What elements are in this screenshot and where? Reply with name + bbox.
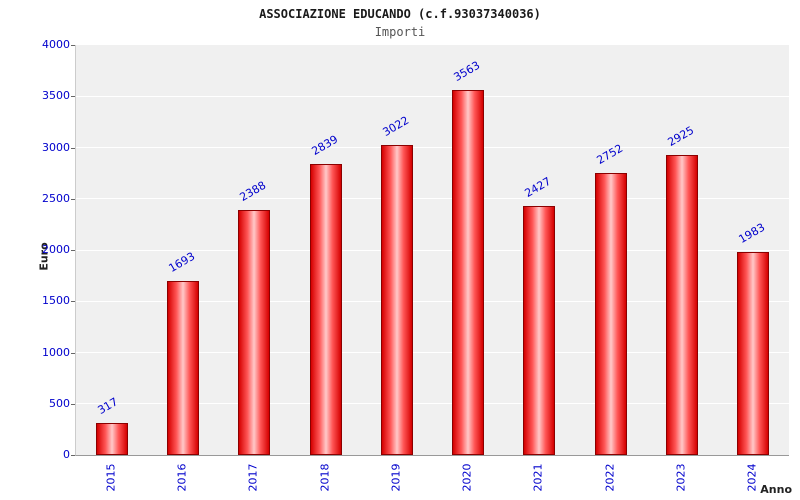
y-tick-mark	[71, 352, 75, 354]
y-tick-mark	[71, 198, 75, 200]
x-tick-label: 2022	[603, 463, 617, 492]
x-tick-label: 2024	[745, 463, 759, 492]
bar-value-label: 2388	[237, 178, 269, 204]
bar	[523, 206, 556, 455]
bar-value-label: 1693	[166, 249, 198, 275]
gridline	[76, 403, 789, 405]
y-tick-mark	[71, 147, 75, 149]
bar-value-label: 2427	[522, 174, 554, 200]
bar-value-label: 2752	[594, 141, 625, 167]
gridline	[76, 352, 789, 353]
bar-value-label: 2925	[665, 123, 697, 149]
gridline	[76, 147, 789, 148]
bar-value-label: 3563	[451, 58, 483, 84]
y-tick-mark	[71, 96, 75, 98]
bar	[594, 173, 627, 455]
x-tick-label: 2023	[674, 463, 688, 492]
bar-value-label: 3022	[380, 113, 412, 139]
gridline	[76, 249, 789, 251]
y-tick-mark	[71, 455, 75, 456]
gridline	[76, 300, 789, 302]
y-tick-label: 3500	[42, 89, 70, 103]
bar	[666, 155, 699, 455]
gridline	[76, 198, 789, 200]
bar	[166, 281, 199, 455]
gridline	[76, 95, 789, 97]
x-tick-label: 2019	[389, 463, 403, 492]
y-tick-label: 4000	[42, 38, 70, 51]
bar-value-label: 317	[95, 395, 120, 417]
y-tick-label: 3000	[42, 140, 70, 154]
y-tick-mark	[71, 403, 75, 405]
x-tick-label: 2020	[460, 463, 474, 492]
y-tick-mark	[71, 301, 75, 303]
y-tick-label: 2500	[42, 191, 70, 205]
bar	[452, 90, 485, 455]
bar-value-label: 2839	[309, 132, 340, 158]
bar-value-label: 1983	[736, 220, 768, 246]
y-tick-label: 2000	[42, 243, 70, 256]
x-tick-label: 2018	[318, 463, 332, 492]
bar	[238, 210, 271, 455]
x-tick-label: 2015	[104, 463, 118, 492]
x-tick-label: 2017	[246, 463, 260, 492]
bar	[737, 252, 770, 455]
chart-subtitle: Importi	[374, 25, 426, 39]
bar	[309, 164, 342, 455]
y-tick-mark	[71, 250, 75, 251]
y-tick-label: 1500	[42, 294, 70, 308]
plot-area: 317 1693 2388 2839 3022 3563 2427 2752 2925 1983	[75, 45, 789, 456]
x-tick-label: 2016	[175, 463, 189, 492]
bar	[380, 145, 413, 455]
x-tick-label: 2021	[531, 463, 545, 492]
chart-title: ASSOCIAZIONE EDUCANDO (c.f.93037340036)	[259, 7, 541, 21]
y-tick-label: 1000	[42, 345, 70, 359]
y-tick-label: 0	[63, 448, 70, 461]
y-tick-mark	[71, 45, 75, 46]
bar	[95, 423, 128, 455]
y-tick-label: 500	[49, 396, 70, 410]
x-axis-title: Anno	[760, 483, 792, 496]
